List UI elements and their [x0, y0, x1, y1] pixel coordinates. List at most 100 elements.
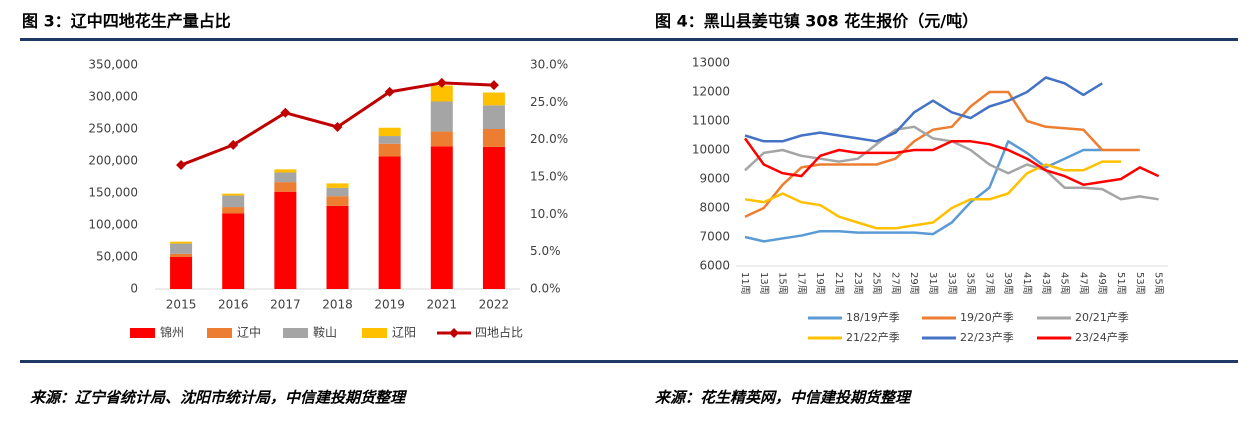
bar-segment: [274, 182, 297, 192]
figure-title: 图 3：辽中四地花生产量占比: [22, 12, 231, 31]
y-tick-label: 6000: [699, 259, 730, 273]
x-tick-label: 45周: [1059, 272, 1071, 295]
bar-segment: [482, 105, 505, 129]
y-tick-label: 9000: [699, 172, 730, 186]
line-marker: [332, 121, 343, 132]
x-tick-label: 2022: [479, 298, 510, 312]
x-tick-label: 53周: [1134, 272, 1146, 295]
legend-label: 辽阳: [392, 326, 416, 340]
bar-segment: [430, 146, 453, 289]
bar-segment: [378, 143, 401, 157]
bar-segment: [274, 191, 297, 289]
top-rule: [20, 38, 1238, 41]
x-tick-label: 43周: [1040, 272, 1052, 295]
x-tick-label: 55周: [1153, 272, 1165, 295]
x-tick-label: 2021: [427, 298, 458, 312]
bar-segment: [378, 136, 401, 144]
legend-swatch: [130, 328, 155, 338]
x-tick-label: 2019: [374, 298, 405, 312]
bar-segment: [378, 156, 401, 289]
legend-label: 18/19产季: [846, 310, 900, 324]
y-tick-label: 50,000: [96, 250, 138, 264]
y-tick-label: 350,000: [88, 58, 138, 72]
y-tick-label: 250,000: [88, 122, 138, 136]
figure-title: 图 4：黑山县姜屯镇 308 花生报价（元/吨）: [655, 12, 978, 31]
line-marker: [488, 80, 499, 91]
line-marker: [176, 160, 187, 171]
series-line: [744, 76, 1103, 143]
bar-segment: [222, 195, 245, 208]
x-tick-label: 23周: [852, 272, 864, 295]
bar-segment: [222, 213, 245, 289]
x-tick-label: 17周: [795, 272, 807, 295]
y2-tick-label: 30.0%: [530, 58, 568, 72]
x-tick-label: 29周: [908, 272, 920, 295]
bar-segment: [430, 131, 453, 147]
bar-segment: [170, 257, 193, 289]
x-tick-label: 25周: [871, 272, 883, 295]
bar-segment: [482, 146, 505, 289]
y-tick-label: 12000: [692, 85, 730, 99]
y2-tick-label: 20.0%: [530, 132, 568, 146]
bar-segment: [222, 207, 245, 214]
line-marker: [228, 139, 239, 150]
x-tick-label: 21周: [833, 272, 845, 295]
bar-segment: [482, 92, 505, 106]
legend-label: 20/21产季: [1075, 310, 1129, 324]
bar-segment: [170, 253, 193, 257]
x-tick-label: 2015: [166, 298, 197, 312]
x-tick-label: 39周: [1002, 272, 1014, 295]
y-tick-label: 0: [130, 282, 138, 296]
legend-label: 锦州: [160, 326, 184, 340]
legend-label: 23/24产季: [1075, 330, 1129, 344]
bar-segment: [170, 241, 193, 244]
x-tick-label: 13周: [758, 272, 770, 295]
line-marker: [280, 107, 291, 118]
legend-label: 鞍山: [313, 325, 337, 340]
y-tick-label: 13000: [692, 56, 730, 70]
y-tick-label: 7000: [699, 230, 730, 244]
bar-segment: [430, 85, 453, 102]
x-tick-label: 37周: [983, 272, 995, 295]
source-note: 来源：辽宁省统计局、沈阳市统计局，中信建投期货整理: [30, 389, 408, 407]
x-tick-label: 35周: [965, 272, 977, 295]
y-tick-label: 100,000: [88, 218, 138, 232]
x-tick-label: 31周: [927, 272, 939, 295]
x-tick-label: 11周: [739, 272, 751, 295]
x-tick-label: 41周: [1021, 272, 1033, 295]
bar-segment: [326, 196, 349, 206]
y-tick-label: 200,000: [88, 154, 138, 168]
x-tick-label: 49周: [1096, 272, 1108, 295]
y-tick-label: 10000: [692, 143, 730, 157]
y-tick-label: 150,000: [88, 186, 138, 200]
legend-swatch: [207, 328, 232, 338]
bar-segment: [482, 129, 505, 147]
legend-label: 辽中: [237, 325, 261, 340]
x-tick-label: 33周: [946, 272, 958, 295]
x-tick-label: 27周: [889, 272, 901, 295]
legend-label: 四地占比: [475, 325, 523, 340]
series-line: [743, 137, 1160, 187]
x-tick-label: 15周: [777, 272, 789, 295]
y-tick-label: 11000: [692, 114, 730, 128]
x-tick-label: 19周: [814, 272, 826, 295]
x-tick-label: 47周: [1077, 272, 1089, 295]
x-tick-label: 2016: [218, 298, 249, 312]
bar-segment: [326, 183, 349, 188]
line-marker: [436, 77, 447, 88]
legend-label: 22/23产季: [960, 330, 1014, 344]
y2-tick-label: 15.0%: [530, 170, 568, 184]
bar-segment: [274, 172, 297, 183]
y-tick-label: 300,000: [88, 90, 138, 104]
y2-tick-label: 10.0%: [530, 207, 568, 221]
bar-segment: [430, 101, 453, 132]
line-marker: [384, 86, 395, 97]
y2-tick-label: 0.0%: [530, 282, 561, 296]
legend-swatch: [283, 328, 308, 338]
bar-segment: [326, 205, 349, 289]
source-note: 来源：花生精英网，中信建投期货整理: [655, 389, 913, 407]
y2-tick-label: 5.0%: [530, 244, 561, 258]
x-tick-label: 2018: [322, 298, 353, 312]
